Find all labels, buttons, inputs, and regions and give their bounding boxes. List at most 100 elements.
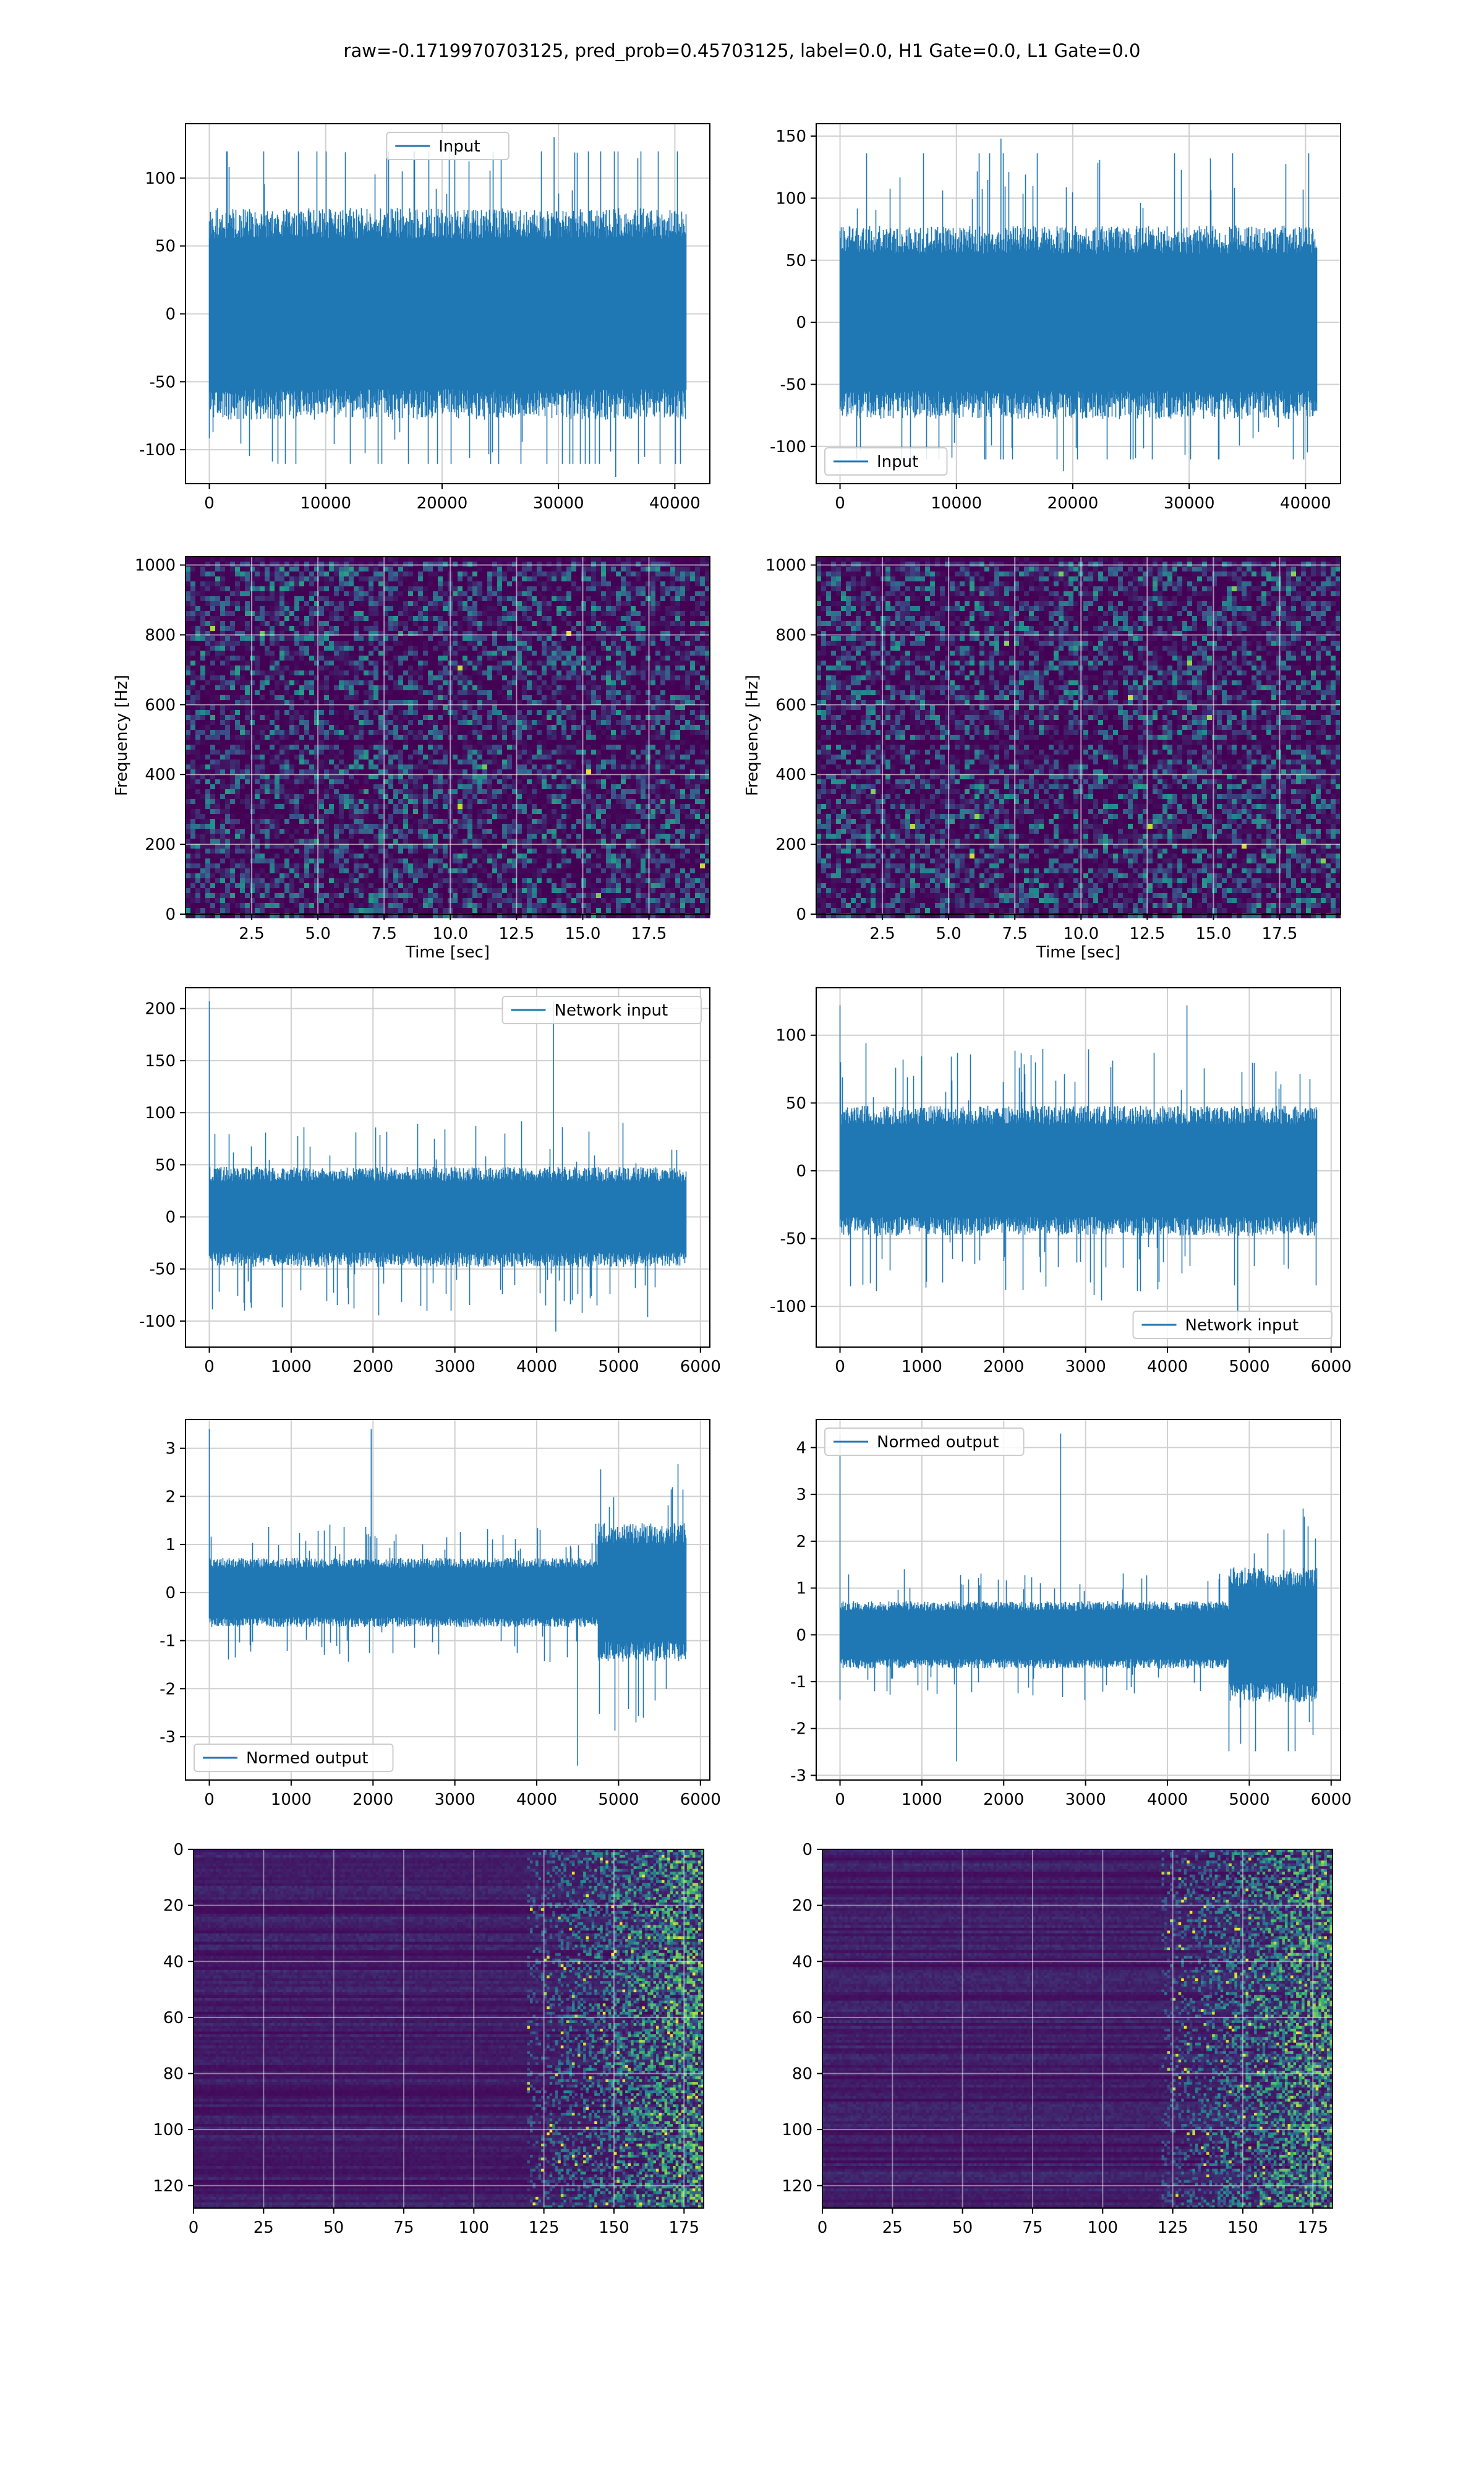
legend: Normed output (194, 1744, 393, 1771)
x-tick-label: 7.5 (372, 925, 397, 943)
y-tick-label: -2 (160, 1680, 176, 1698)
y-tick-label: -100 (139, 1312, 176, 1331)
heatmap-cells (822, 1849, 1333, 2209)
y-tick-label: 1000 (135, 557, 176, 575)
y-tick-label: 600 (145, 696, 176, 714)
x-tick-label: 40000 (649, 494, 701, 513)
x-tick-label: 100 (458, 2219, 489, 2237)
y-tick-label: -3 (160, 1728, 176, 1747)
chart-normed-output-h1: 0 1000 2000 3000 4000 5000 6000-3-2-10123Norme… (160, 1419, 721, 1809)
series-line (210, 1001, 686, 1332)
x-tick-label: 4000 (1147, 1791, 1188, 1809)
x-tick-label: 5000 (1229, 1791, 1269, 1809)
x-axis-label: Time [sec] (1036, 943, 1120, 962)
x-tick-label: 5.0 (305, 925, 330, 943)
y-tick-label: 0 (796, 314, 806, 332)
x-tick-label: 3000 (435, 1791, 475, 1809)
y-tick-label: 0 (802, 1841, 812, 1859)
y-tick-label: 60 (792, 2009, 812, 2027)
y-tick-label: 0 (796, 1162, 806, 1181)
x-tick-label: 1000 (902, 1791, 942, 1809)
legend: Input (825, 448, 947, 475)
y-tick-label: 3 (165, 1440, 176, 1458)
legend: Normed output (825, 1428, 1024, 1455)
x-tick-label: 150 (599, 2219, 629, 2237)
chart-spectrogram-l1: 2.5 5.0 7.5 10.0 12.5 15.0 17.5020040060080010… (743, 557, 1341, 962)
y-tick-label: 100 (775, 189, 806, 208)
y-tick-label: 0 (165, 1584, 176, 1603)
figure-title: raw=-0.1719970703125, pred_prob=0.457031… (344, 40, 1141, 61)
y-tick-label: -100 (770, 438, 806, 456)
legend-label: Network input (1185, 1316, 1299, 1335)
x-tick-label: 10000 (300, 494, 351, 513)
x-tick-label: 2000 (983, 1358, 1024, 1376)
y-tick-label: 400 (775, 766, 806, 784)
x-tick-label: 12.5 (1129, 925, 1165, 943)
x-tick-label: 12.5 (498, 925, 534, 943)
series-line (840, 1434, 1317, 1761)
legend-label: Input (438, 137, 480, 156)
x-tick-label: 0 (204, 1791, 215, 1809)
x-tick-label: 15.0 (1195, 925, 1231, 943)
y-tick-label: 200 (145, 836, 176, 854)
x-tick-label: 125 (1158, 2219, 1188, 2237)
y-tick-label: 0 (173, 1841, 184, 1859)
y-tick-label: 0 (165, 1208, 176, 1226)
x-axis-label: Time [sec] (405, 943, 490, 962)
x-tick-label: 125 (529, 2219, 560, 2237)
x-tick-label: 25 (254, 2219, 274, 2237)
x-tick-label: 6000 (680, 1791, 721, 1809)
x-tick-label: 6000 (1311, 1791, 1352, 1809)
y-axis-label: Frequency [Hz] (743, 675, 762, 796)
y-tick-label: 60 (163, 2009, 184, 2027)
x-tick-label: 5000 (598, 1358, 639, 1376)
x-tick-label: 100 (1087, 2219, 1118, 2237)
y-tick-label: 100 (782, 2121, 812, 2139)
x-tick-label: 20000 (417, 494, 468, 513)
y-tick-label: -50 (780, 1230, 806, 1249)
x-tick-label: 5.0 (936, 925, 961, 943)
x-tick-label: 150 (1227, 2219, 1258, 2237)
y-tick-label: 40 (792, 1953, 812, 1971)
y-tick-label: -1 (160, 1632, 176, 1651)
x-tick-label: 3000 (1065, 1358, 1106, 1376)
x-tick-label: 1000 (271, 1358, 312, 1376)
x-tick-label: 4000 (516, 1358, 557, 1376)
y-tick-label: 120 (782, 2177, 812, 2196)
y-tick-label: 150 (145, 1052, 176, 1071)
x-tick-label: 25 (882, 2219, 903, 2237)
y-tick-label: 3 (796, 1486, 806, 1504)
x-tick-label: 2.5 (869, 925, 895, 943)
chart-network-input-h1: 0 1000 2000 3000 4000 5000 6000-100-5005010015… (139, 988, 721, 1376)
x-tick-label: 2.5 (239, 925, 264, 943)
y-tick-label: 0 (165, 305, 176, 323)
x-tick-label: 3000 (435, 1358, 475, 1376)
x-tick-label: 4000 (516, 1791, 557, 1809)
y-tick-label: -1 (790, 1673, 806, 1692)
legend-label: Normed output (246, 1749, 368, 1768)
legend-label: Input (877, 453, 918, 471)
y-tick-label: 50 (155, 1156, 176, 1175)
y-tick-label: -50 (150, 1261, 176, 1279)
x-tick-label: 17.5 (1262, 925, 1298, 943)
x-tick-label: 0 (835, 1791, 845, 1809)
x-tick-label: 15.0 (565, 925, 600, 943)
y-tick-label: 100 (775, 1027, 806, 1045)
legend-label: Network input (555, 1001, 668, 1020)
y-tick-label: 120 (153, 2177, 184, 2196)
y-tick-label: 50 (786, 252, 806, 270)
y-tick-label: 4 (796, 1439, 806, 1457)
x-tick-label: 10.0 (432, 925, 468, 943)
series-line (840, 139, 1317, 471)
legend: Network input (503, 996, 702, 1024)
x-tick-label: 7.5 (1002, 925, 1028, 943)
y-tick-label: -100 (770, 1298, 806, 1316)
y-tick-label: 0 (165, 905, 176, 924)
y-tick-label: 150 (775, 127, 806, 146)
x-tick-label: 1000 (902, 1358, 942, 1376)
series-line (210, 137, 686, 477)
x-tick-label: 30000 (1164, 494, 1215, 513)
